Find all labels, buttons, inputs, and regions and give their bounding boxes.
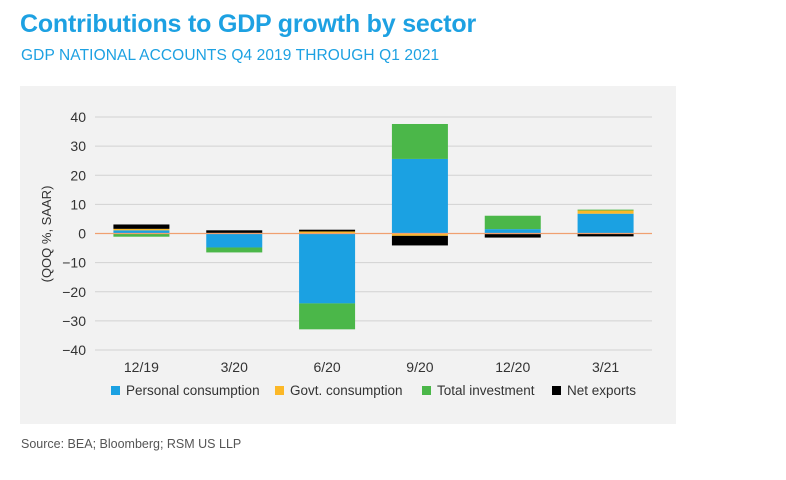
legend-label-total-investment: Total investment [437, 383, 535, 398]
x-tick-label: 9/20 [406, 359, 433, 375]
x-tick-labels: 12/19 3/20 6/20 9/20 12/20 3/21 [124, 359, 620, 375]
bar-personal-consumption-4 [484, 229, 541, 234]
y-tick-label: −20 [62, 284, 86, 300]
bar-net-exports-2 [299, 229, 356, 232]
y-tick-label: 40 [70, 109, 86, 125]
legend: Personal consumption Govt. consumption Tot… [111, 383, 636, 398]
x-tick-label: 3/20 [221, 359, 248, 375]
bar-total-investment-1 [206, 247, 263, 253]
legend-label-govt-consumption: Govt. consumption [290, 383, 403, 398]
legend-swatch-govt-consumption [275, 386, 284, 395]
chart-title: Contributions to GDP growth by sector [20, 10, 477, 38]
legend-swatch-personal-consumption [111, 386, 120, 395]
y-tick-labels: 40 30 20 10 0 −10 −20 −30 −40 [62, 109, 86, 358]
legend-swatch-net-exports [552, 386, 561, 395]
bar-govt-consumption-0 [113, 228, 170, 231]
legend-label-net-exports: Net exports [567, 383, 636, 398]
x-tick-label: 12/20 [495, 359, 530, 375]
bar-net-exports-0 [113, 224, 170, 229]
chart-subtitle: GDP NATIONAL ACCOUNTS Q4 2019 THROUGH Q1… [21, 47, 440, 64]
bar-total-investment-3 [391, 123, 448, 159]
legend-swatch-total-investment [422, 386, 431, 395]
bar-govt-consumption-3 [391, 233, 448, 236]
bar-govt-consumption-2 [299, 231, 356, 234]
bar-net-exports-1 [206, 230, 263, 233]
source-note: Source: BEA; Bloomberg; RSM US LLP [21, 437, 242, 451]
y-tick-label: 30 [70, 138, 86, 154]
y-tick-label: −10 [62, 255, 86, 271]
x-tick-label: 6/20 [313, 359, 340, 375]
bar-net-exports-5 [577, 233, 634, 237]
y-axis-label: (QOQ %, SAAR) [39, 186, 54, 283]
bar-personal-consumption-3 [391, 158, 448, 234]
bar-govt-consumption-5 [577, 210, 634, 214]
bar-total-investment-4 [484, 215, 541, 230]
chart-panel: 40 30 20 10 0 −10 −20 −30 −40 12/19 3/20 6/20 9/20 1… [20, 86, 676, 424]
bar-total-investment-2 [299, 303, 356, 330]
y-tick-label: 10 [70, 196, 86, 212]
bars [113, 123, 634, 330]
bar-personal-consumption-5 [577, 213, 634, 234]
bar-personal-consumption-2 [299, 233, 356, 304]
bar-total-investment-5 [577, 209, 634, 211]
y-tick-label: 20 [70, 167, 86, 183]
x-tick-label: 3/21 [592, 359, 619, 375]
bar-net-exports-4 [484, 234, 541, 238]
y-tick-label: −40 [62, 342, 86, 358]
legend-label-personal-consumption: Personal consumption [126, 383, 260, 398]
bar-total-investment-0 [113, 233, 170, 237]
y-tick-label: 0 [78, 226, 86, 242]
y-tick-label: −30 [62, 313, 86, 329]
x-tick-label: 12/19 [124, 359, 159, 375]
bar-personal-consumption-1 [206, 233, 263, 248]
bar-personal-consumption-0 [113, 230, 170, 234]
bar-net-exports-3 [391, 235, 448, 246]
